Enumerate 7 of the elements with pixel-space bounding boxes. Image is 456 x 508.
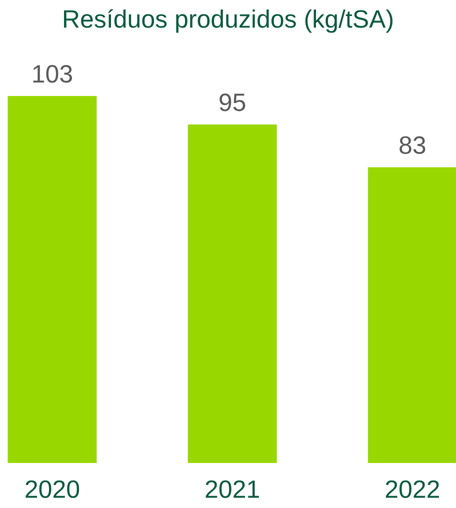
x-tick-label: 2021 — [206, 480, 259, 498]
x-tick-label: 2020 — [26, 480, 80, 498]
data-label: 95 — [220, 94, 246, 112]
data-label: 103 — [33, 65, 72, 83]
chart-title: Resíduos produzidos (kg/tSA) — [64, 9, 393, 33]
data-label: 83 — [400, 136, 426, 154]
x-tick-label: 2022 — [386, 480, 439, 498]
